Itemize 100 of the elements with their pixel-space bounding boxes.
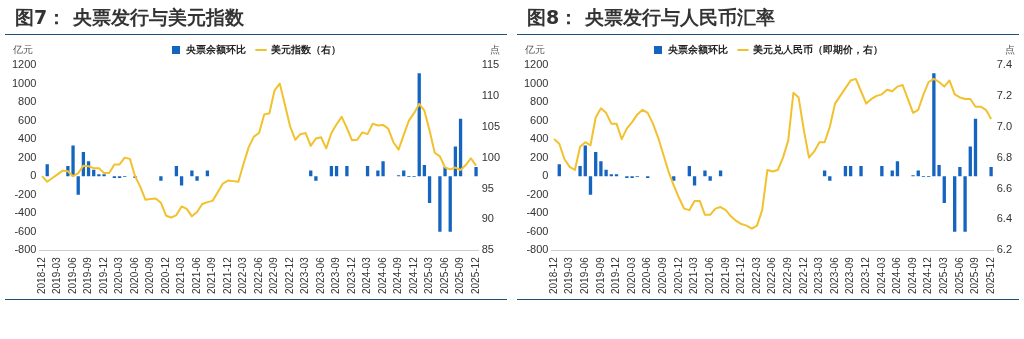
y2-axis-title: 点 (489, 43, 500, 55)
x-tick-label: 2021-09 (719, 256, 731, 294)
x-tick-label: 2023-12 (859, 256, 871, 294)
x-tick-label: 2021-06 (190, 256, 202, 294)
y-tick-label: 1200 (11, 58, 37, 71)
bar (195, 176, 199, 181)
y-tick-label: -200 (526, 187, 549, 200)
x-tick-label: 2020-12 (159, 256, 171, 294)
chart-title: 图7： 央票发行与美元指数 (5, 0, 507, 35)
y-tick-label: 600 (530, 113, 549, 126)
x-tick-label: 2018-12 (35, 256, 47, 294)
y-axis-title: 亿元 (12, 43, 33, 55)
x-tick-label: 2025-09 (969, 256, 981, 294)
bar (828, 176, 832, 181)
y2-tick-label: 110 (481, 88, 500, 101)
bar (557, 164, 561, 177)
y2-tick-label: 6.8 (996, 150, 1013, 163)
y-tick-label: -200 (14, 187, 37, 200)
x-tick-label: 2024-06 (891, 256, 903, 294)
y2-tick-label: 7.0 (996, 119, 1013, 132)
x-tick-label: 2025-06 (953, 256, 965, 294)
x-tick-label: 2021-12 (221, 256, 233, 294)
y2-tick-label: 100 (481, 150, 501, 163)
y-tick-label: 400 (530, 132, 549, 145)
y-tick-label: -400 (14, 206, 37, 219)
y-tick-label: 600 (18, 113, 37, 126)
legend-label: 央票余额环比 (185, 43, 246, 55)
x-tick-label: 2024-09 (392, 256, 404, 294)
bar (474, 166, 478, 177)
x-tick-label: 2022-03 (237, 256, 249, 294)
bar (963, 176, 967, 232)
x-tick-label: 2024-12 (922, 256, 934, 294)
bar (973, 118, 978, 177)
bar (45, 164, 49, 177)
x-tick-label: 2019-09 (82, 256, 94, 294)
y-tick-label: 200 (18, 150, 37, 163)
bar (76, 176, 80, 195)
bar (427, 176, 432, 204)
x-tick-label: 2019-03 (563, 256, 575, 294)
y-tick-label: 400 (18, 132, 37, 145)
x-tick-label: 2024-06 (376, 256, 388, 294)
x-tick-label: 2025-03 (938, 256, 950, 294)
x-tick-label: 2024-12 (407, 256, 419, 294)
x-tick-label: 2023-03 (299, 256, 311, 294)
x-tick-label: 2022-12 (797, 256, 809, 294)
x-tick-label: 2020-06 (128, 256, 140, 294)
bar (314, 176, 318, 181)
x-tick-label: 2019-12 (97, 256, 109, 294)
x-tick-label: 2025-06 (438, 256, 450, 294)
y-tick-label: -600 (14, 224, 37, 237)
y-axis-title: 亿元 (524, 43, 545, 55)
x-tick-label: 2020-03 (113, 256, 125, 294)
x-tick-label: 2021-06 (703, 256, 715, 294)
x-tick-label: 2020-12 (672, 256, 684, 294)
y2-tick-label: 85 (481, 243, 494, 256)
x-tick-label: 2023-03 (813, 256, 825, 294)
bar (345, 165, 349, 177)
y2-tick-label: 6.4 (996, 212, 1013, 225)
x-tick-label: 2024-03 (875, 256, 887, 294)
x-tick-label: 2021-12 (735, 256, 747, 294)
x-tick-label: 2022-09 (781, 256, 793, 294)
x-tick-label: 2021-03 (175, 256, 187, 294)
bar (895, 161, 900, 177)
bar (880, 165, 884, 177)
x-tick-label: 2018-12 (547, 256, 559, 294)
x-tick-label: 2025-12 (984, 256, 996, 294)
x-tick-label: 2025-03 (423, 256, 435, 294)
x-tick-label: 2019-03 (51, 256, 63, 294)
x-tick-label: 2022-06 (252, 256, 264, 294)
bar (159, 176, 163, 181)
bar (942, 176, 946, 204)
x-tick-label: 2020-09 (657, 256, 669, 294)
bar (448, 176, 452, 232)
x-tick-label: 2019-09 (594, 256, 606, 294)
y2-tick-label: 90 (481, 212, 494, 225)
x-tick-label: 2022-06 (766, 256, 778, 294)
bar (859, 165, 863, 177)
x-tick-label: 2023-06 (314, 256, 326, 294)
legend-label: 美元兑人民币（即期价，右） (752, 43, 883, 55)
x-tick-label: 2019-06 (579, 256, 591, 294)
x-tick-label: 2023-12 (345, 256, 357, 294)
y-tick-label: 800 (18, 95, 37, 108)
x-tick-label: 2019-06 (66, 256, 78, 294)
x-tick-label: 2022-09 (268, 256, 280, 294)
x-tick-label: 2022-12 (283, 256, 295, 294)
y2-tick-label: 7.4 (996, 58, 1013, 71)
x-tick-label: 2021-09 (206, 256, 218, 294)
y2-tick-label: 7.2 (996, 88, 1013, 101)
x-tick-label: 2022-03 (750, 256, 762, 294)
x-tick-label: 2021-03 (688, 256, 700, 294)
y-tick-label: -800 (526, 243, 549, 256)
y2-tick-label: 115 (481, 58, 500, 71)
bar (953, 176, 957, 232)
x-tick-label: 2025-12 (469, 256, 481, 294)
y-tick-label: 1200 (523, 58, 549, 71)
x-tick-label: 2024-03 (361, 256, 373, 294)
x-tick-label: 2024-09 (906, 256, 918, 294)
bar (578, 165, 582, 177)
legend-label: 央票余额环比 (667, 43, 728, 55)
y-tick-label: -600 (526, 224, 549, 237)
